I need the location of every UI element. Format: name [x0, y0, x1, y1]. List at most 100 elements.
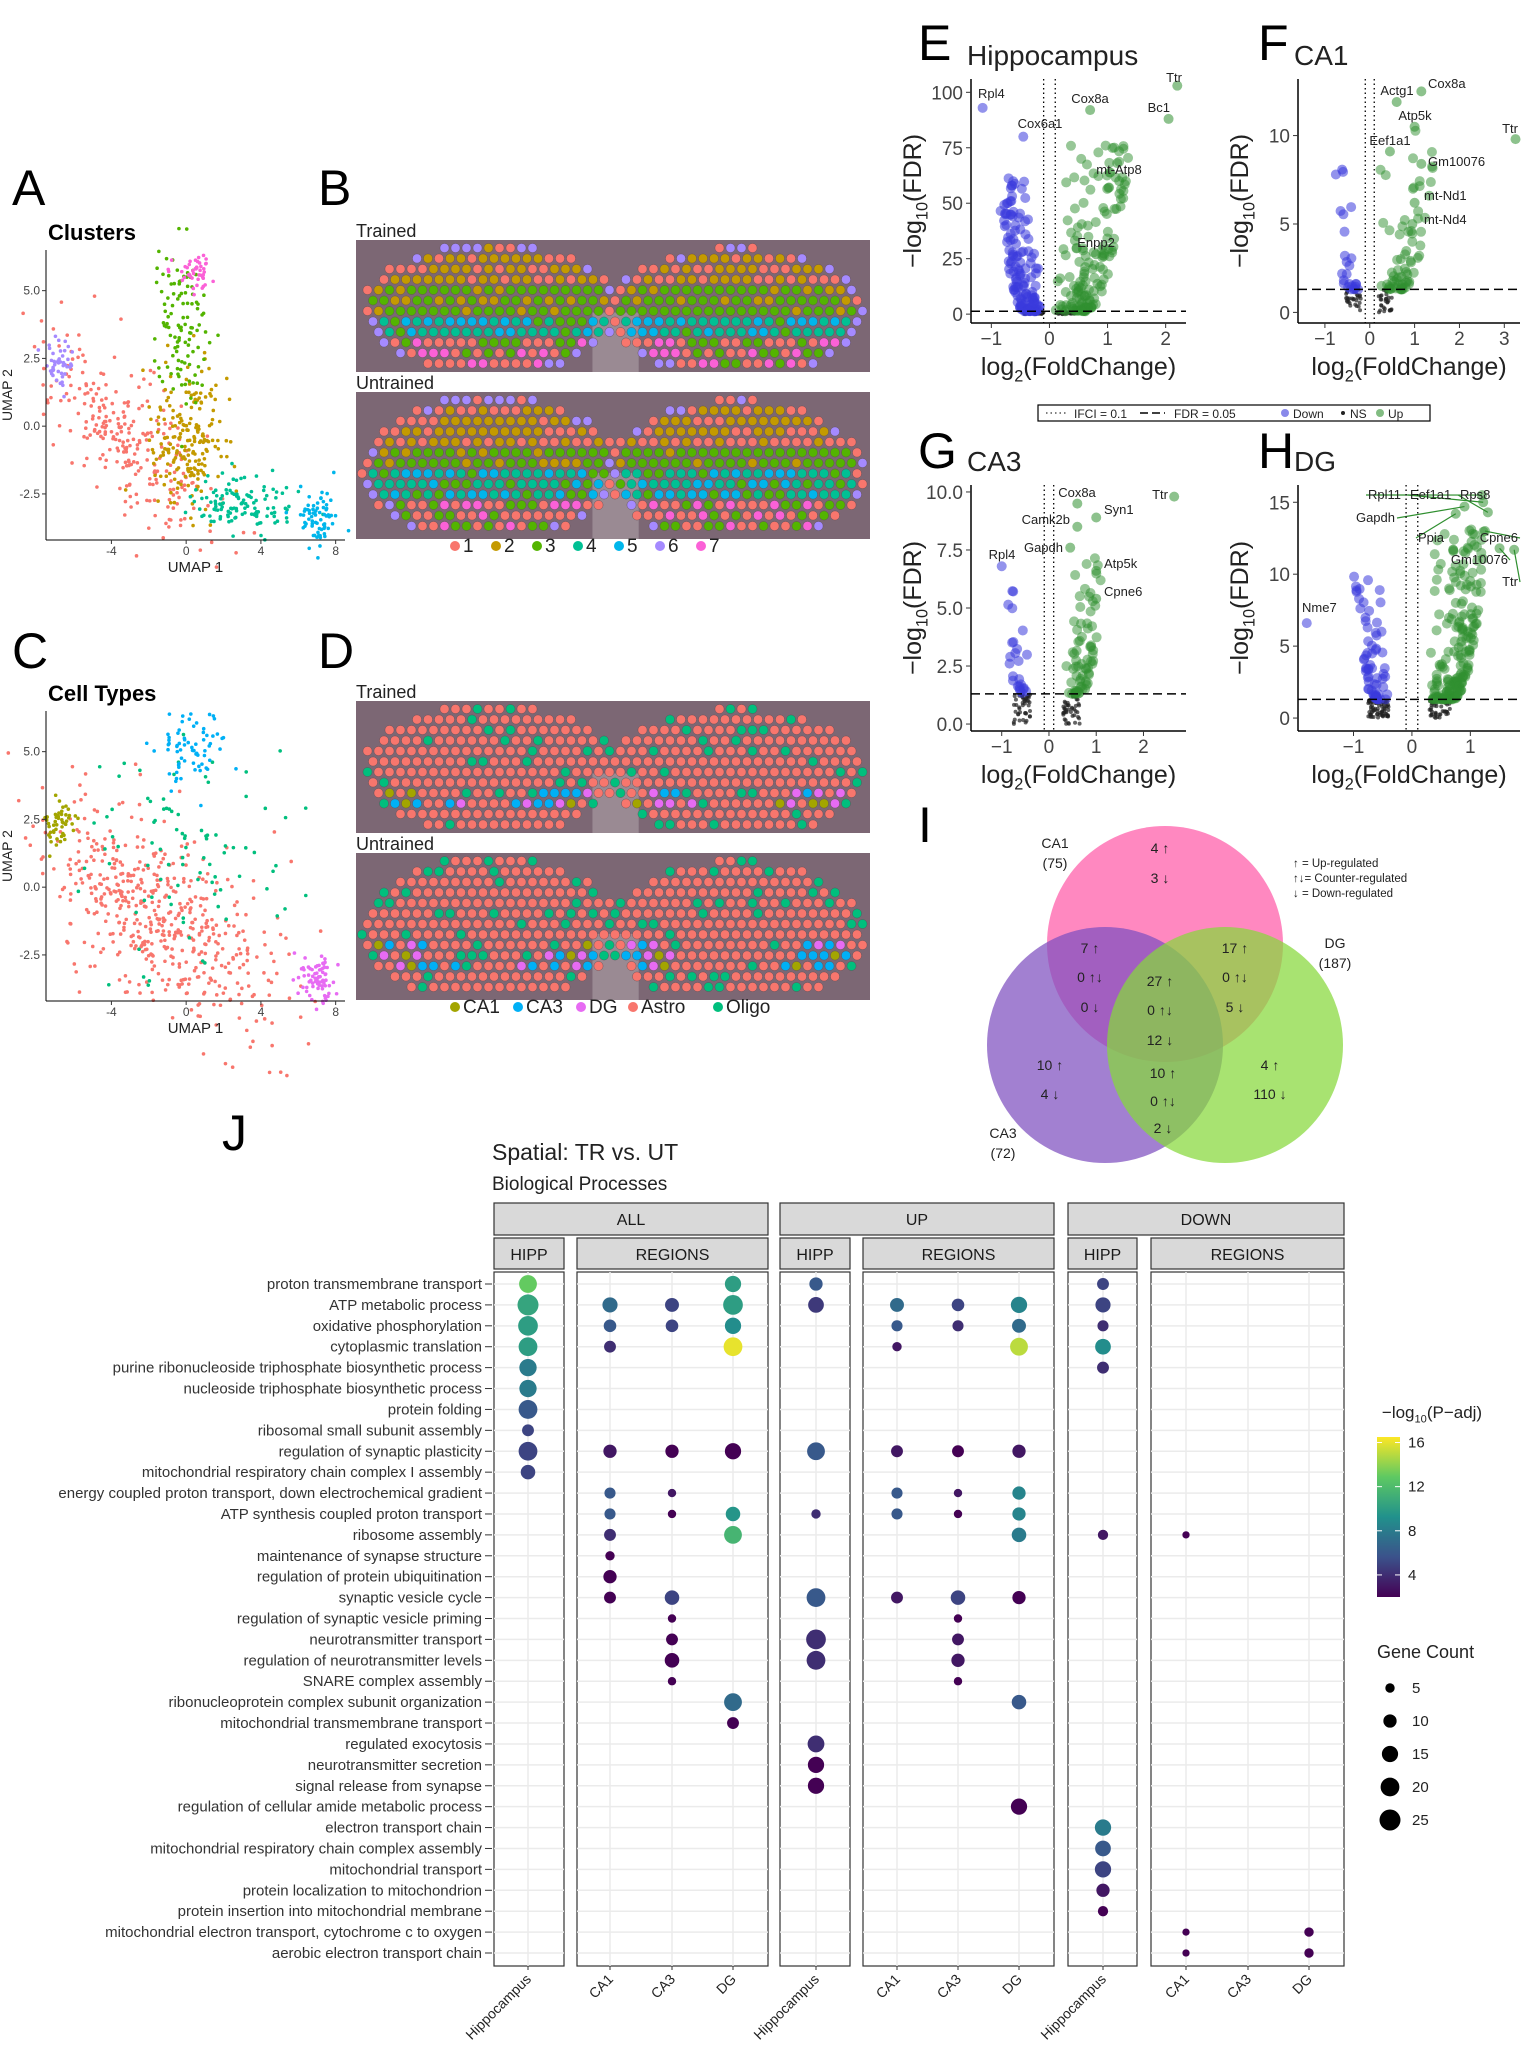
spatial-spot: [725, 306, 736, 316]
spatial-spot: [753, 971, 763, 982]
spatial-spot: [797, 295, 807, 306]
spatial-spot: [467, 887, 477, 898]
gene-label: Cox6a1: [1018, 116, 1063, 131]
spatial-spot: [676, 714, 686, 725]
spatial-spot: [571, 327, 582, 337]
spatial-spot: [753, 337, 763, 348]
spatial-spot: [714, 285, 725, 295]
up-point: [1089, 260, 1100, 271]
umap-point-3: [177, 226, 181, 231]
umap-point-5: [311, 503, 316, 508]
spatial-spot: [417, 500, 428, 510]
spatial-spot: [533, 447, 543, 458]
spatial-spot: [500, 887, 510, 898]
umap-point-7: [166, 267, 171, 272]
umap-point-Astro: [177, 985, 182, 989]
spatial-spot: [846, 961, 857, 971]
spatial-spot: [654, 908, 664, 919]
umap-point-Astro: [209, 978, 214, 982]
spatial-spot: [610, 777, 620, 788]
spatial-spot: [538, 725, 549, 735]
spatial-spot: [742, 866, 752, 877]
umap-point-CA3: [167, 772, 172, 776]
spatial-spot: [736, 416, 747, 426]
umap-point-Astro: [135, 835, 140, 839]
umap-point-2: [156, 415, 161, 419]
ns-legend-key: [1341, 411, 1345, 415]
umap-point-CA3: [175, 744, 179, 749]
spatial-spot: [533, 735, 543, 746]
umap-point-Astro: [197, 1002, 202, 1006]
spatial-spot: [725, 348, 736, 358]
umap-point-1: [163, 422, 167, 426]
umap-point-Astro: [89, 872, 93, 877]
spatial-spot: [406, 877, 417, 887]
spatial-spot: [780, 767, 791, 777]
umap-point-1: [82, 401, 87, 406]
x-tick-label: 0: [183, 544, 190, 558]
umap-point-Oligo: [158, 847, 163, 852]
umap-point-Astro: [145, 947, 149, 952]
spatial-spot: [599, 929, 609, 940]
ns-point: [1357, 293, 1362, 298]
umap-point-7: [179, 269, 184, 274]
spatial-spot: [538, 437, 549, 447]
spatial-spot: [731, 714, 741, 725]
spatial-spot: [500, 253, 510, 264]
spatial-spot: [764, 756, 774, 767]
umap-point-1: [111, 435, 116, 439]
legend-label: 1: [463, 536, 474, 557]
umap-point-2: [196, 477, 200, 481]
spatial-spot: [830, 798, 840, 809]
umap-point-1: [214, 565, 219, 569]
spatial-spot: [615, 437, 626, 447]
spatial-spot: [720, 735, 730, 746]
umap-point-Astro: [269, 951, 274, 956]
umap-point-1: [127, 463, 131, 468]
umap-point-CA3: [191, 761, 196, 765]
spatial-spot: [494, 521, 505, 531]
spatial-spot: [736, 704, 747, 714]
spatial-spot: [687, 908, 697, 919]
ns-point: [1379, 303, 1384, 308]
spatial-spot: [456, 777, 466, 788]
spatial-spot: [390, 337, 400, 348]
umap-point-1: [41, 366, 46, 371]
umap-point-5: [311, 507, 315, 512]
spatial-spot: [428, 264, 439, 274]
spatial-spot: [709, 405, 719, 416]
umap-point-2: [171, 416, 175, 420]
spatial-spot: [835, 500, 846, 510]
umap-point-1: [172, 470, 177, 475]
umap-point-CA3: [179, 756, 184, 760]
spatial-spot: [852, 295, 862, 306]
panel-letter-h: H: [1258, 423, 1294, 479]
umap-point-4: [239, 476, 243, 481]
label-subscript: 2: [1014, 775, 1023, 793]
umap-point-Astro: [149, 922, 154, 927]
umap-point-Astro: [103, 919, 108, 924]
umap-point-1: [159, 445, 164, 449]
spatial-spot: [780, 264, 791, 274]
spatial-spot: [676, 798, 686, 809]
spatial-spot: [648, 285, 659, 295]
up-point: [1468, 613, 1479, 624]
spatial-spot: [505, 746, 516, 756]
umap-point-1: [103, 432, 107, 436]
spatial-spot: [626, 437, 637, 447]
up-point: [1450, 576, 1461, 587]
spatial-spot: [731, 253, 741, 264]
spatial-spot: [780, 437, 791, 447]
umap-point-1: [180, 485, 184, 490]
spatial-spot: [522, 468, 532, 479]
spatial-spot: [571, 500, 582, 510]
umap-point-Astro: [146, 866, 151, 871]
spatial-spot: [758, 479, 769, 489]
spatial-spot: [802, 348, 813, 358]
spatial-spot: [368, 489, 378, 500]
up-point: [1429, 693, 1440, 704]
umap-point-4: [213, 499, 218, 504]
spatial-spot: [555, 253, 565, 264]
down-point: [1339, 226, 1350, 237]
umap-point-Astro: [68, 898, 73, 902]
